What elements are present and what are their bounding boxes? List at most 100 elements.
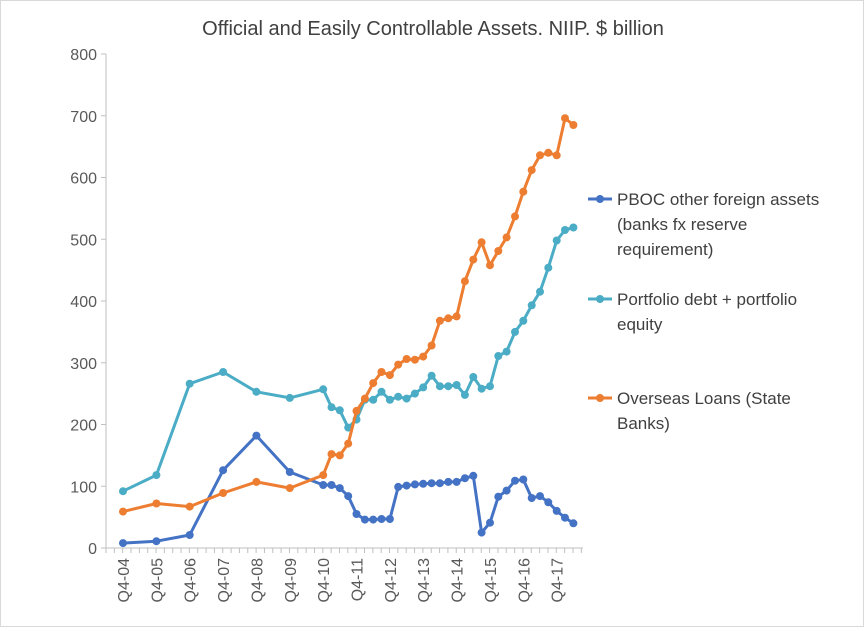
legend-swatch-marker bbox=[596, 394, 604, 402]
x-tick-label: Q4-17 bbox=[550, 558, 567, 603]
data-point bbox=[119, 539, 127, 548]
data-point bbox=[444, 477, 453, 486]
y-tick-label: 800 bbox=[70, 47, 97, 64]
data-point bbox=[536, 492, 544, 501]
data-point bbox=[402, 394, 411, 403]
data-point bbox=[527, 301, 536, 310]
data-point bbox=[486, 261, 494, 270]
data-point bbox=[119, 507, 127, 516]
data-point bbox=[544, 498, 553, 507]
data-point bbox=[544, 148, 553, 157]
data-point bbox=[561, 513, 569, 522]
series-2 bbox=[119, 223, 578, 496]
data-point bbox=[319, 481, 328, 489]
data-point bbox=[427, 371, 436, 380]
data-point bbox=[552, 151, 561, 160]
data-point bbox=[219, 466, 228, 475]
data-point bbox=[352, 406, 361, 415]
data-point bbox=[252, 477, 261, 486]
data-point bbox=[469, 471, 478, 480]
data-point bbox=[360, 515, 369, 524]
data-point bbox=[502, 233, 511, 242]
data-point bbox=[152, 537, 161, 546]
data-point bbox=[427, 341, 436, 350]
data-point bbox=[452, 477, 461, 486]
legend-label: requirement) bbox=[617, 240, 713, 259]
x-tick-label: Q4-16 bbox=[516, 558, 533, 603]
data-point bbox=[452, 312, 461, 321]
data-point bbox=[435, 479, 444, 488]
chart-title: Official and Easily Controllable Assets.… bbox=[202, 18, 664, 40]
data-point bbox=[536, 287, 544, 296]
y-tick-label: 200 bbox=[70, 418, 97, 435]
x-tick-label: Q4-06 bbox=[183, 558, 200, 603]
legend-entry-2: Portfolio debt + portfolio equity bbox=[588, 290, 797, 334]
legend-label: Overseas Loans (State bbox=[617, 389, 791, 408]
series-layer bbox=[119, 114, 578, 548]
legend-label: PBOC other foreign assets bbox=[617, 190, 819, 209]
data-point bbox=[419, 383, 428, 392]
legend: PBOC other foreign assets (banks fx reser… bbox=[588, 190, 819, 433]
data-point bbox=[410, 355, 419, 364]
data-point bbox=[469, 255, 478, 264]
data-point bbox=[219, 489, 228, 497]
y-tick-label: 0 bbox=[88, 541, 97, 558]
data-point bbox=[185, 531, 194, 539]
data-point bbox=[486, 382, 494, 391]
data-point bbox=[360, 394, 369, 403]
data-point bbox=[410, 389, 419, 398]
data-point bbox=[369, 379, 378, 388]
y-tick-label: 600 bbox=[70, 171, 97, 188]
legend-swatch-marker bbox=[596, 195, 604, 203]
data-point bbox=[335, 406, 344, 415]
data-point bbox=[561, 226, 569, 234]
data-point bbox=[377, 387, 386, 396]
data-point bbox=[477, 238, 486, 247]
data-point bbox=[502, 347, 511, 356]
data-point bbox=[185, 379, 194, 388]
x-tick-label: Q4-05 bbox=[149, 558, 166, 603]
legend-swatch-marker bbox=[596, 295, 604, 303]
series-line bbox=[122, 226, 574, 493]
data-point bbox=[410, 480, 419, 489]
legend-entry-3: Overseas Loans (State Banks) bbox=[588, 389, 791, 433]
data-point bbox=[519, 475, 528, 484]
data-point bbox=[385, 395, 394, 404]
data-point bbox=[552, 506, 561, 515]
data-point bbox=[561, 114, 569, 123]
legend-label: Banks) bbox=[617, 414, 670, 433]
y-tick-label: 500 bbox=[70, 232, 97, 249]
data-point bbox=[385, 515, 394, 523]
series-1 bbox=[119, 431, 578, 548]
data-point bbox=[519, 187, 528, 196]
data-point bbox=[427, 479, 436, 488]
data-point bbox=[502, 486, 511, 495]
data-point bbox=[477, 384, 486, 393]
data-point bbox=[327, 481, 336, 489]
data-point bbox=[477, 528, 486, 537]
data-point bbox=[519, 316, 528, 325]
data-point bbox=[511, 212, 519, 221]
x-tick-label: Q4-12 bbox=[383, 558, 400, 603]
data-point bbox=[185, 502, 194, 511]
data-point bbox=[536, 151, 544, 160]
legend-label: Portfolio debt + portfolio bbox=[617, 290, 797, 309]
data-point bbox=[344, 423, 353, 432]
x-tick-label: Q4-10 bbox=[316, 558, 333, 603]
data-point bbox=[352, 510, 361, 518]
data-point bbox=[569, 121, 578, 129]
data-point bbox=[369, 395, 378, 404]
data-point bbox=[394, 360, 403, 369]
data-point bbox=[152, 499, 161, 508]
data-point bbox=[544, 263, 553, 272]
data-point bbox=[394, 392, 403, 401]
data-point bbox=[419, 352, 428, 361]
data-point bbox=[494, 352, 503, 360]
data-point bbox=[452, 381, 461, 389]
data-point bbox=[219, 368, 228, 376]
y-tick-label: 400 bbox=[70, 294, 97, 311]
legend-label: equity bbox=[617, 315, 663, 334]
y-tick-label: 300 bbox=[70, 356, 97, 373]
